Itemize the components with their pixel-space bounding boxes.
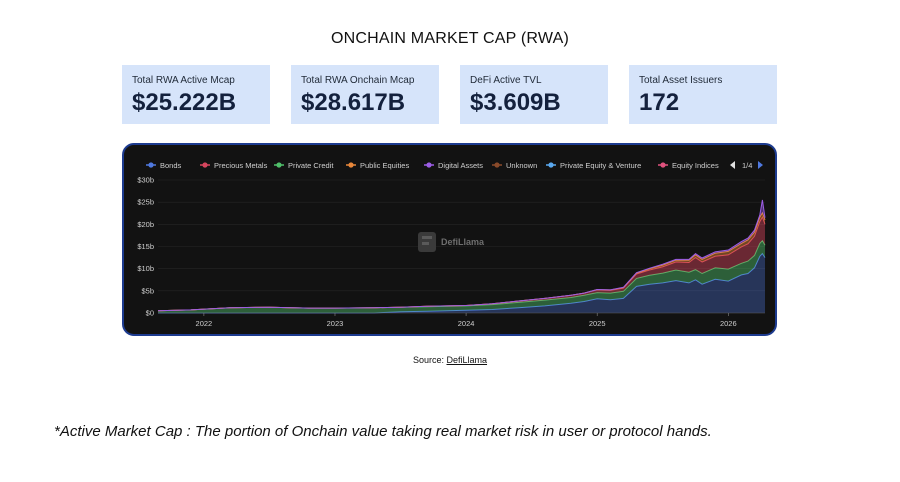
stat-value: $28.617B: [301, 89, 406, 116]
stat-label: DeFi Active TVL: [470, 75, 542, 86]
legend-label: Bonds: [160, 161, 182, 170]
y-tick-label: $0: [146, 309, 154, 318]
stat-label: Total RWA Onchain Mcap: [301, 75, 415, 86]
y-tick-label: $10b: [137, 264, 154, 273]
defillama-watermark: DefiLlama: [418, 232, 485, 252]
legend-label: Public Equities: [360, 161, 409, 170]
stat-label: Total Asset Issuers: [639, 75, 723, 86]
area-bonds: [158, 253, 765, 313]
legend-marker: [660, 162, 666, 168]
legend-label: Unknown: [506, 161, 537, 170]
x-tick-label: 2023: [327, 319, 344, 328]
legend-next-icon: [758, 161, 763, 169]
legend-mask: [728, 157, 775, 173]
stat-card-asset-issuers: Total Asset Issuers 172: [629, 65, 777, 124]
page-title: ONCHAIN MARKET CAP (RWA): [330, 30, 569, 47]
y-tick-label: $25b: [137, 198, 154, 207]
stat-card-active-mcap: Total RWA Active Mcap $25.222B: [122, 65, 270, 124]
chart-axes: $0 $5b $10b $15b $20b $25b $30b 2022 2023 2024 202…: [137, 176, 765, 328]
source-prefix: Source:: [412, 355, 447, 365]
y-tick-label: $15b: [137, 242, 154, 251]
y-tick-label: $20b: [137, 220, 154, 229]
area-private-credit: [158, 240, 765, 313]
legend-prev-icon: [730, 161, 735, 169]
stat-value: 172: [639, 89, 680, 116]
footnote: *Active Market Cap : The portion of Onch…: [54, 423, 712, 440]
rwa-chart: Bonds Precious Metals Private Credit Public…: [122, 143, 777, 336]
legend-label: Precious Metals: [214, 161, 268, 170]
legend-marker: [202, 162, 208, 168]
stat-card-defi-tvl: DeFi Active TVL $3.609B: [460, 65, 608, 124]
legend-label: Private Credit: [288, 161, 334, 170]
legend-label: Equity Indices: [672, 161, 719, 170]
legend-marker: [348, 162, 354, 168]
legend-marker: [276, 162, 282, 168]
source-line: Source: DefiLlama: [0, 355, 900, 365]
stat-card-onchain-mcap: Total RWA Onchain Mcap $28.617B: [291, 65, 439, 124]
watermark-text: DefiLlama: [441, 237, 485, 247]
stat-value: $25.222B: [132, 89, 237, 116]
stat-label: Total RWA Active Mcap: [132, 75, 235, 86]
line-digital-assets: [157, 199, 766, 312]
legend-page-indicator: 1/4: [742, 161, 752, 170]
x-tick-label: 2026: [720, 319, 737, 328]
chart-canvas: Bonds Precious Metals Private Credit Public…: [137, 157, 775, 328]
legend-label: Digital Assets: [438, 161, 483, 170]
y-tick-label: $30b: [137, 176, 154, 185]
legend-marker: [548, 162, 554, 168]
chart-areas: [157, 199, 766, 314]
legend-marker: [148, 162, 154, 168]
legend-marker: [494, 162, 500, 168]
legend-label: Private Equity & Venture: [560, 161, 641, 170]
chart-legend: Bonds Precious Metals Private Credit Public…: [146, 157, 775, 173]
source-link[interactable]: DefiLlama: [446, 355, 488, 365]
x-tick-label: 2022: [196, 319, 213, 328]
legend-marker: [426, 162, 432, 168]
stat-value: $3.609B: [470, 89, 561, 116]
x-tick-label: 2025: [589, 319, 606, 328]
x-tick-label: 2024: [458, 319, 475, 328]
y-tick-label: $5b: [141, 286, 154, 295]
